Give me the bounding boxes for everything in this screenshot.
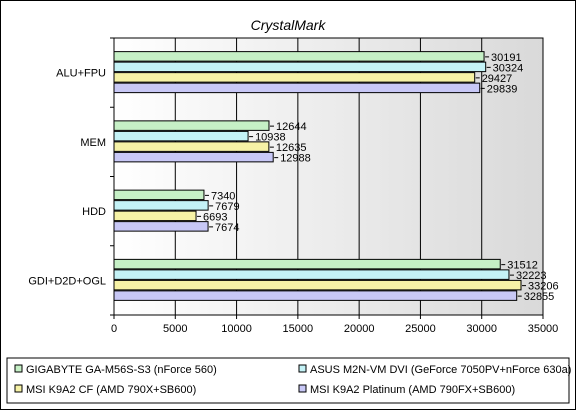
data-label: 12644 [276,121,307,133]
bar [113,82,481,94]
data-label: 29427 [482,73,513,85]
data-label: 32855 [524,291,555,303]
legend-box [6,357,570,404]
bar [113,189,205,201]
bar [113,221,209,232]
data-label: 30191 [491,52,522,64]
bar [113,279,522,291]
bar [113,120,270,131]
x-tick-label: 20000 [344,323,375,335]
bar [113,210,197,222]
x-tick-label: 5000 [163,323,187,335]
x-tick-label: 35000 [528,323,559,335]
x-tick-label: 10000 [221,323,252,335]
data-label: 7340 [211,190,235,202]
data-label: 7679 [215,201,239,213]
data-label: 29839 [487,83,518,95]
data-label: 32223 [516,270,547,282]
x-tick-label: 30000 [466,323,497,335]
bar [113,51,485,62]
legend-entry: GIGABYTE GA-M56S-S3 (nForce 560) [26,364,217,376]
bar [113,72,476,83]
bar [113,200,209,211]
data-label: 12635 [276,142,307,154]
legend-swatch [298,384,307,393]
bar [113,290,518,301]
legend-entry: ASUS M2N-VM DVI (GeForce 7050PV+nForce 6… [310,364,571,376]
bar [113,61,487,73]
plot-border [113,37,544,316]
legend-entry: MSI K9A2 Platinum (AMD 790FX+SB600) [310,384,515,396]
bar [113,130,249,142]
legend-entry: MSI K9A2 CF (AMD 790X+SB600) [26,384,196,396]
x-tick-label: 0 [111,323,117,335]
x-tick-label: 15000 [283,323,314,335]
data-label: 7674 [215,222,239,234]
bar [113,269,510,280]
y-category-label: MEM [80,137,106,149]
y-category-label: HDD [82,206,106,218]
y-category-label: ALU+FPU [56,68,106,80]
bar [113,258,501,270]
legend-swatch [298,364,307,373]
chart-title: CrystalMark [250,17,326,33]
data-label: 30324 [493,62,524,74]
data-label: 31512 [507,260,538,272]
legend-swatch [14,384,23,393]
bar [113,151,274,163]
data-label: 6693 [203,211,227,223]
y-category-label: GDI+D2D+OGL [28,275,106,287]
x-tick-label: 25000 [405,323,436,335]
data-label: 12988 [280,153,311,165]
bar [113,141,270,152]
legend-swatch [14,364,23,373]
data-label: 10938 [255,132,286,144]
